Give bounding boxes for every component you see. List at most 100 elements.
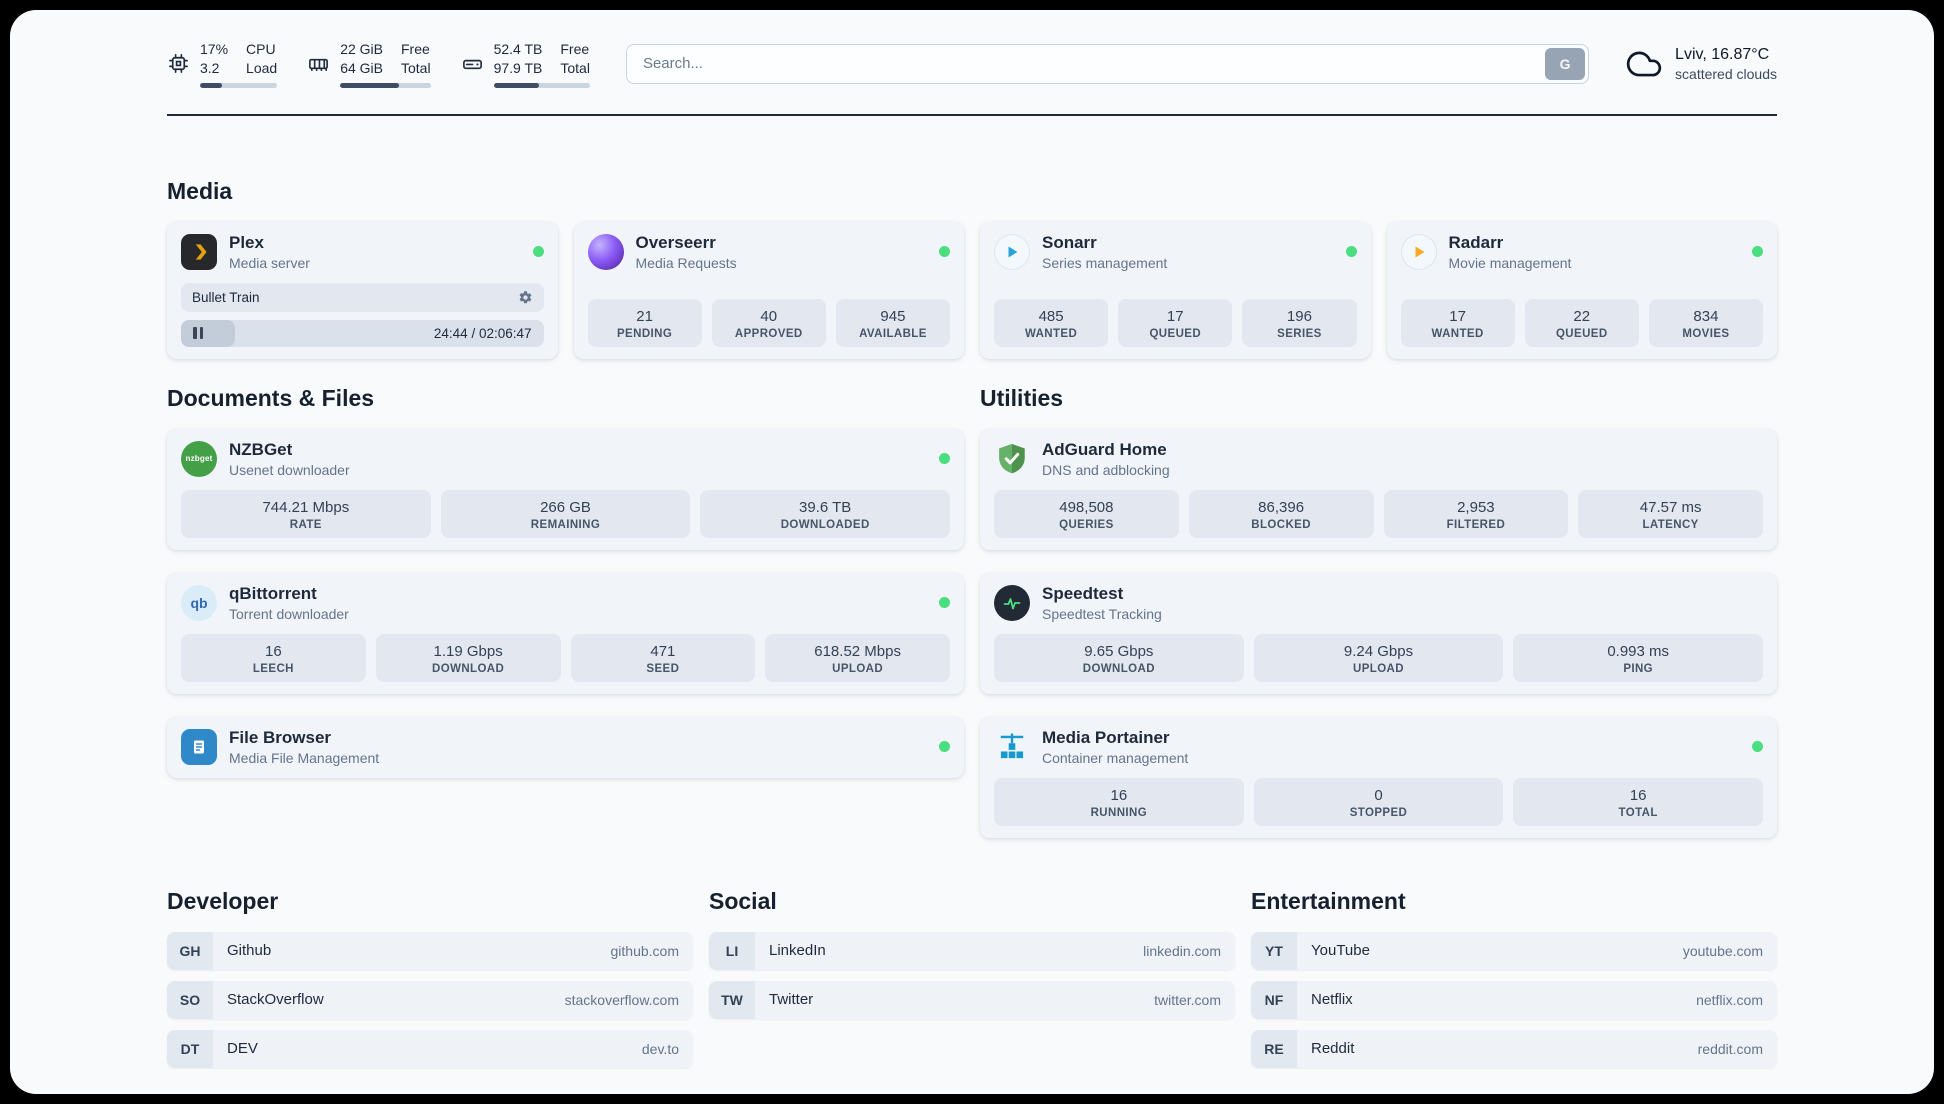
stat-value: 21 [636, 307, 653, 325]
disk-monitor: 52.4 TB 97.9 TB Free Total [461, 40, 590, 88]
bookmark-url: github.com [610, 942, 679, 959]
stat-wanted: 17 WANTED [1400, 298, 1515, 347]
weather-location: Lviv, 16.87°C [1675, 45, 1770, 63]
cpu-load-label: Load [246, 59, 278, 76]
status-dot [532, 246, 544, 258]
stat-value: 17 [1166, 307, 1184, 325]
status-dot [939, 453, 950, 465]
bookmark-stackoverflow[interactable]: SO StackOverflow stackoverflow.com [167, 980, 693, 1019]
bookmark-github[interactable]: GH Github github.com [167, 931, 693, 970]
memory-free-label: Free [401, 41, 430, 57]
weather-widget[interactable]: Lviv, 16.87°C scattered clouds [1625, 45, 1777, 83]
service-card-sonarr[interactable]: Sonarr Series management 485 WANTED 17 Q… [980, 221, 1371, 359]
service-card-nzbget[interactable]: nzbget NZBGet Usenet downloader 744.21 M… [167, 428, 964, 550]
stat-label: DOWNLOADED [780, 518, 870, 531]
service-card-radarr[interactable]: Radarr Movie management 17 WANTED 22 QUE… [1386, 221, 1777, 359]
disk-total-label: Total [560, 59, 590, 76]
playback-progress-bar[interactable]: 24:44 / 02:06:47 [181, 319, 544, 347]
stat-rate: 744.21 Mbps RATE [181, 489, 431, 538]
playback-time: 24:44 / 02:06:47 [433, 325, 532, 341]
stat-value: 485 [1038, 307, 1064, 325]
cpu-usage-value: 17% [200, 41, 229, 57]
bookmark-name: DEV [227, 1040, 258, 1058]
stat-value: 196 [1286, 307, 1312, 325]
service-subtitle: Media Requests [635, 254, 737, 271]
stat-value: 86,396 [1258, 498, 1305, 516]
cpu-label: CPU [246, 41, 276, 57]
service-name: Radarr [1448, 232, 1504, 252]
stat-movies: 834 MOVIES [1648, 298, 1764, 347]
stat-label: QUEUED [1149, 327, 1202, 340]
stat-label: BLOCKED [1251, 518, 1311, 531]
service-subtitle: Usenet downloader [229, 461, 350, 478]
service-subtitle: Media server [229, 254, 310, 271]
service-card-speedtest[interactable]: Speedtest Speedtest Tracking 9.65 Gbps D… [980, 572, 1777, 694]
gear-icon[interactable] [518, 290, 533, 305]
stat-filtered: 2,953 FILTERED [1383, 489, 1569, 538]
service-card-adguard[interactable]: AdGuard Home DNS and adblocking 498,508 … [980, 428, 1777, 550]
stat-value: 471 [650, 642, 676, 660]
cpu-progress-bar [200, 82, 278, 88]
stat-value: 2,953 [1457, 498, 1495, 516]
bookmark-abbr: TW [709, 980, 755, 1019]
service-card-filebrowser[interactable]: File Browser Media File Management [167, 716, 964, 778]
service-card-plex[interactable]: Plex Media server Bullet Train [167, 221, 558, 359]
bookmark-linkedin[interactable]: LI LinkedIn linkedin.com [709, 931, 1235, 970]
stat-remaining: 266 GB REMAINING [440, 489, 691, 538]
search-provider-button[interactable]: G [1545, 47, 1586, 80]
stat-label: WANTED [1024, 327, 1078, 340]
stat-label: SERIES [1277, 327, 1322, 340]
status-dot [939, 741, 950, 753]
system-monitors: 17% 3.2 CPU Load [167, 40, 590, 88]
service-card-qbittorrent[interactable]: qb qBittorrent Torrent downloader 16 LEE… [167, 572, 964, 694]
stat-value: 16 [1110, 786, 1128, 804]
section-title-utilities: Utilities [980, 384, 1064, 411]
bookmark-youtube[interactable]: YT YouTube youtube.com [1251, 931, 1777, 970]
stat-download: 9.65 Gbps DOWNLOAD [994, 633, 1244, 682]
status-dot [939, 597, 950, 609]
service-name: qBittorrent [229, 583, 317, 603]
stat-approved: 40 APPROVED [711, 298, 826, 347]
bookmark-url: reddit.com [1697, 1040, 1763, 1057]
service-subtitle: DNS and adblocking [1042, 461, 1170, 478]
stat-queued: 17 QUEUED [1118, 298, 1233, 347]
service-name: Overseerr [635, 232, 716, 252]
stat-available: 945 AVAILABLE [835, 298, 951, 347]
bookmark-url: twitter.com [1154, 991, 1221, 1008]
pause-icon[interactable] [193, 327, 203, 340]
stat-value: 16 [1629, 786, 1647, 804]
disk-free-label: Free [560, 41, 590, 57]
bookmark-url: youtube.com [1682, 942, 1763, 959]
service-name: Media Portainer [1042, 727, 1170, 747]
bookmark-reddit[interactable]: RE Reddit reddit.com [1251, 1029, 1777, 1068]
stat-value: 40 [760, 307, 778, 325]
search-input[interactable] [625, 43, 1590, 84]
bookmark-dev[interactable]: DT DEV dev.to [167, 1029, 693, 1068]
section-title-social: Social [709, 887, 777, 914]
service-card-overseerr[interactable]: Overseerr Media Requests 21 PENDING 40 A… [573, 221, 964, 359]
disk-progress-fill [493, 82, 539, 88]
service-card-portainer[interactable]: Media Portainer Container management 16 … [980, 716, 1777, 838]
disk-total-value: 97.9 TB [493, 59, 543, 76]
stat-label: LATENCY [1642, 518, 1699, 531]
disk-free-value: 52.4 TB [493, 41, 543, 57]
memory-progress-fill [340, 82, 399, 88]
bookmark-name: LinkedIn [769, 942, 826, 960]
bookmark-group-developer: Developer GH Github github.com SO StackO… [167, 888, 693, 1068]
stat-label: RUNNING [1090, 806, 1148, 819]
stat-label: SEED [646, 662, 680, 675]
stat-value: 0 [1374, 786, 1383, 804]
bookmark-netflix[interactable]: NF Netflix netflix.com [1251, 980, 1777, 1019]
bookmark-twitter[interactable]: TW Twitter twitter.com [709, 980, 1235, 1019]
stat-label: LEECH [252, 662, 294, 675]
search-container: G [625, 43, 1590, 84]
service-name: AdGuard Home [1042, 439, 1167, 459]
stat-value: 16 [265, 642, 282, 660]
section-title-developer: Developer [167, 887, 279, 914]
stat-value: 22 [1573, 307, 1591, 325]
service-name: File Browser [229, 727, 332, 747]
dashboard-panel: 17% 3.2 CPU Load [10, 10, 1934, 1094]
memory-monitor: 22 GiB 64 GiB Free Total [307, 40, 431, 88]
bookmark-url: linkedin.com [1143, 942, 1221, 959]
section-utilities: Utilities [980, 385, 1777, 838]
